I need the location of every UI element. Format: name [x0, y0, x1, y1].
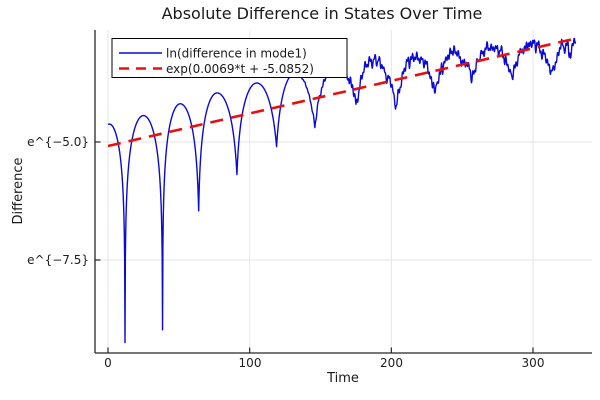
legend-box: [111, 38, 348, 78]
legend-label-mode1: ln(difference in mode1): [166, 47, 307, 61]
legend-label-fit: exp(0.0069*t + -5.0852): [166, 62, 314, 76]
gridlines-layer: [95, 30, 592, 353]
series-line-fit: [107, 36, 579, 148]
y-tick-label-e-5: e^{−5.0}: [27, 135, 89, 149]
x-axis-label: Time: [326, 371, 359, 386]
y-tick-label-e-7-5: e^{−7.5}: [27, 253, 89, 267]
y-axis-label: Difference: [11, 157, 26, 224]
x-tick-label-0: 0: [104, 356, 112, 370]
x-tick-label-200: 200: [380, 356, 403, 370]
series-line-mode1: [107, 37, 577, 344]
series-layer: [107, 36, 579, 344]
chart-title: Absolute Difference in States Over Time: [162, 4, 483, 23]
axes-layer: [94, 30, 592, 354]
legend: ln(difference in mode1) exp(0.0069*t + -…: [111, 38, 348, 78]
x-tick-label-300: 300: [522, 356, 545, 370]
x-tick-label-100: 100: [239, 356, 262, 370]
